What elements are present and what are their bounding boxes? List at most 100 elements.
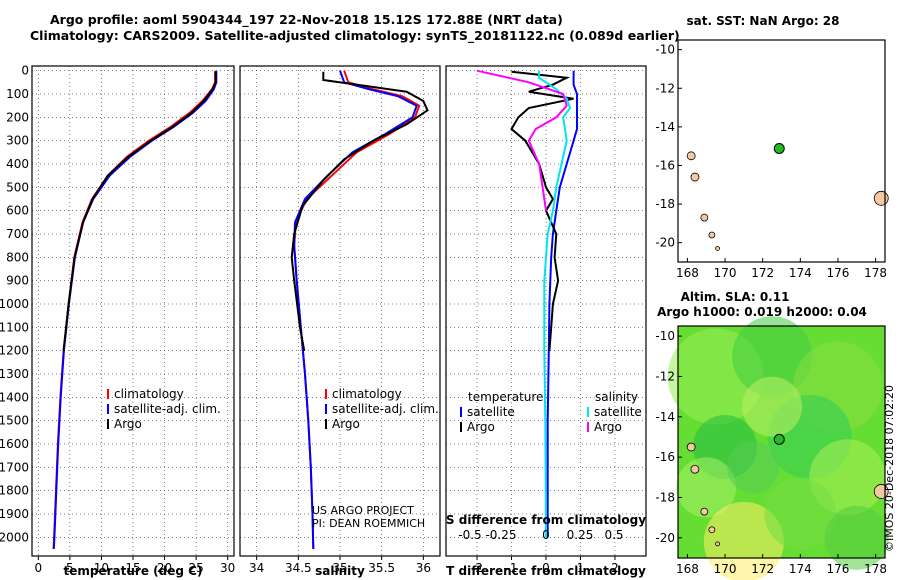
map-y-tick-label: -12: [655, 81, 675, 95]
x-axis-label: salinity: [315, 564, 365, 578]
secondary-tick-label: 0.25: [567, 528, 594, 542]
title-line-1: Argo profile: aoml 5904344_197 22-Nov-20…: [50, 12, 563, 27]
x-tick-label: -2: [471, 561, 483, 575]
series-line-satellite-adj-clim-: [293, 70, 418, 550]
x-axis-label: temperature (deg C): [64, 564, 203, 578]
annotation-project: US ARGO PROJECT: [312, 504, 414, 517]
y-tick-label: 1500: [0, 414, 29, 428]
sla-map-title: Altim. SLA: 0.11: [681, 290, 790, 304]
sla-field-cell: [764, 477, 837, 550]
map-y-tick-label: -10: [655, 329, 675, 343]
x-tick-label: 35.5: [368, 561, 395, 575]
legend-label: Argo: [114, 417, 142, 431]
map-y-tick-label: -16: [655, 158, 675, 172]
salinity-panel: 34 34.5 35 35.5 36 salinity climatologysatelli…: [239, 65, 441, 578]
x-tick-label: 35: [332, 561, 347, 575]
y-tick-label: 1200: [0, 344, 29, 358]
map-frame: [677, 325, 886, 559]
sla-field-cell: [732, 316, 813, 397]
map-x-tick-label: 174: [789, 266, 812, 280]
island-shape: [700, 213, 709, 222]
island-shape: [700, 507, 709, 516]
map-x-tick-label: 168: [676, 266, 699, 280]
legend-label: satellite: [594, 405, 642, 419]
series-line-climatology: [52, 70, 217, 550]
series-line-climatology: [293, 70, 421, 550]
sst-map-title: sat. SST: NaN Argo: 28: [686, 14, 839, 28]
island-shape: [690, 464, 700, 474]
map-frame: [677, 39, 886, 263]
x-tick-label: 10: [94, 561, 109, 575]
legend-label: satellite-adj. clim.: [114, 402, 221, 416]
x-tick-label: 34.5: [285, 561, 312, 575]
map-x-tick-label: 176: [827, 562, 850, 576]
map-y-tick-label: -14: [655, 120, 675, 134]
series-line-s-climatology: [476, 69, 568, 211]
series-line-satellite-adj-clim-: [52, 70, 218, 550]
island-shape: [715, 541, 720, 547]
series-line-t-satellite: [546, 70, 578, 538]
island-shape: [708, 526, 716, 534]
legend-label: Argo: [332, 417, 360, 431]
legend-label: climatology: [332, 387, 402, 401]
x-tick-label: 5: [66, 561, 74, 575]
x-tick-label: 0: [34, 561, 42, 575]
temperature-panel: 0 5 10 15 20 25 300100200300400500600700800900…: [0, 64, 235, 578]
sla-field-cell: [676, 457, 737, 518]
y-tick-label: 1300: [0, 367, 29, 381]
y-tick-label: 900: [6, 274, 29, 288]
island-shape: [715, 246, 720, 251]
x-tick-label: -1: [506, 561, 518, 575]
secondary-tick-label: -0.25: [485, 528, 516, 542]
legend-heading-salinity: salinity: [595, 390, 638, 404]
secondary-axis-label: S difference from climatology: [446, 513, 646, 527]
x-tick-label: 1: [577, 561, 585, 575]
x-tick-label: 34: [249, 561, 264, 575]
sla-map-panel: 168 170 172 174 176 178 -10 -12 -14 -16 -18 -20 Alti…: [655, 290, 889, 580]
x-tick-label: 20: [157, 561, 172, 575]
map-y-tick-label: -12: [655, 369, 675, 383]
legend-label: Argo: [594, 420, 622, 434]
island-shape: [690, 172, 700, 182]
sla-field-cell: [727, 441, 780, 494]
map-y-tick-label: -10: [655, 43, 675, 57]
secondary-tick-label: 0.5: [604, 528, 623, 542]
map-y-tick-label: -18: [655, 197, 675, 211]
map-x-tick-label: 168: [676, 562, 699, 576]
x-axis-label: T difference from climatology: [446, 564, 646, 578]
map-x-tick-label: 172: [751, 562, 774, 576]
y-tick-label: 1900: [0, 507, 29, 521]
sla-field-cell: [824, 505, 889, 570]
map-y-tick-label: -14: [655, 410, 675, 424]
sla-field-cell: [703, 501, 784, 580]
y-tick-label: 2000: [0, 530, 29, 544]
series-line-argo: [62, 71, 217, 351]
secondary-tick-label: -0.5: [458, 528, 481, 542]
map-x-tick-label: 174: [789, 562, 812, 576]
y-tick-label: 1000: [0, 297, 29, 311]
island-shape: [873, 190, 889, 206]
x-tick-label: 2: [611, 561, 619, 575]
map-x-tick-label: 170: [714, 266, 737, 280]
y-tick-label: 600: [6, 204, 29, 218]
x-tick-label: 25: [188, 561, 203, 575]
map-x-tick-label: 178: [864, 562, 887, 576]
series-line-argo: [290, 71, 429, 351]
island-shape: [708, 231, 716, 239]
y-tick-label: 100: [6, 87, 29, 101]
y-tick-label: 500: [6, 180, 29, 194]
y-tick-label: 200: [6, 110, 29, 124]
map-x-tick-label: 170: [714, 562, 737, 576]
island-shape: [686, 442, 696, 452]
map-y-tick-label: -20: [655, 236, 675, 250]
y-tick-label: 400: [6, 157, 29, 171]
legend-label: Argo: [467, 420, 495, 434]
y-tick-label: 0: [21, 64, 29, 78]
imos-watermark: ©IMOS 20-Dec-2018 07:02:20: [883, 385, 896, 552]
annotation-pi: PI: DEAN ROEMMICH: [312, 517, 425, 530]
map-x-tick-label: 176: [827, 266, 850, 280]
map-x-tick-label: 172: [751, 266, 774, 280]
y-tick-label: 800: [6, 250, 29, 264]
x-tick-label: 36: [416, 561, 431, 575]
